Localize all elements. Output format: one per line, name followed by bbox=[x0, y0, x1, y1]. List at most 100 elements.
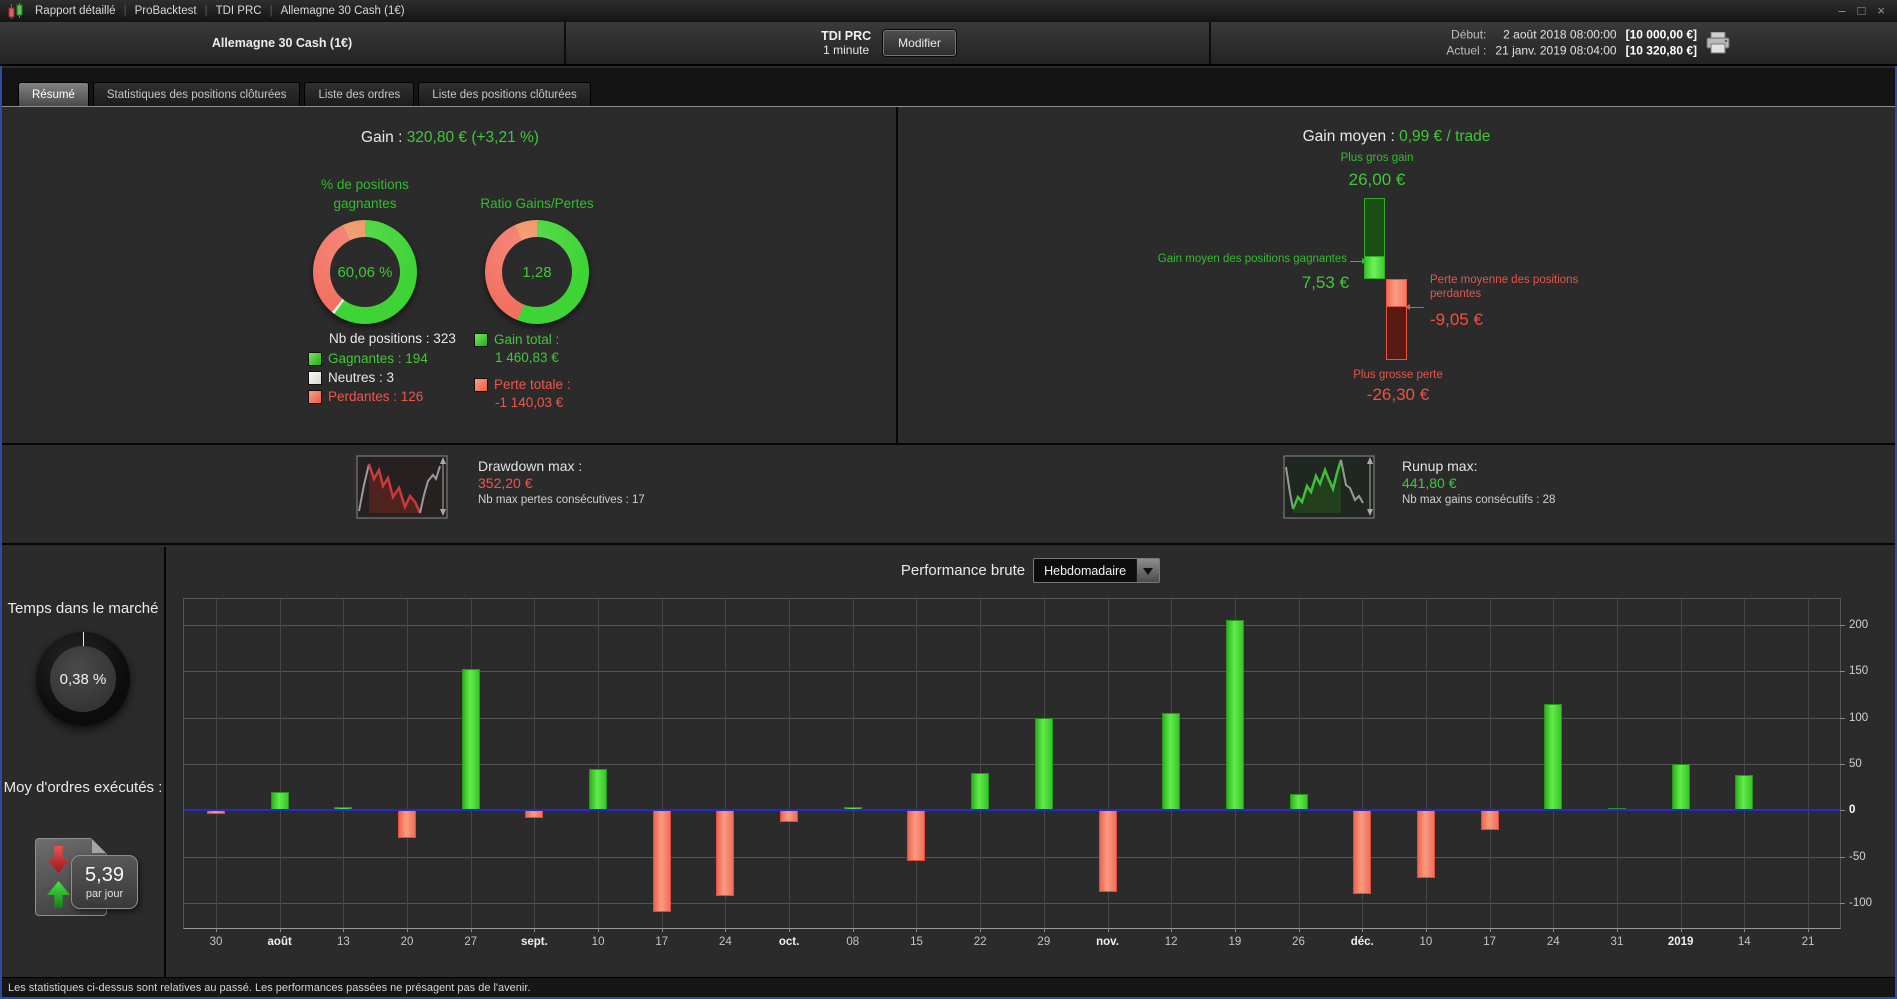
x-axis-label: 14 bbox=[1737, 936, 1751, 948]
y-axis-label: 0 bbox=[1849, 804, 1856, 817]
modify-button[interactable]: Modifier bbox=[883, 30, 956, 56]
x-tick bbox=[1362, 928, 1364, 932]
x-tick bbox=[407, 928, 409, 932]
performance-bar bbox=[1671, 763, 1690, 811]
window-border-right bbox=[1895, 66, 1897, 999]
account-row-amount: [10 000,00 €] bbox=[1625, 27, 1697, 42]
x-axis-label: 19 bbox=[1228, 936, 1242, 948]
x-axis-label: nov. bbox=[1096, 936, 1119, 948]
sell-arrow-icon bbox=[47, 846, 70, 873]
instrument-name: Allemagne 30 Cash (1€) bbox=[211, 36, 353, 50]
y-tick bbox=[1840, 717, 1845, 719]
performance-bar bbox=[270, 791, 289, 811]
runup-label: Runup max: bbox=[1402, 458, 1478, 474]
performance-bar bbox=[1544, 703, 1563, 811]
print-icon[interactable] bbox=[1705, 32, 1731, 54]
market-time-panel: Temps dans le marché 0,38 % Moy d'ordres… bbox=[2, 547, 166, 978]
v-gridline bbox=[1808, 599, 1809, 928]
tab-r-sum-[interactable]: Résumé bbox=[18, 82, 89, 106]
period-dropdown-value: Hebdomadaire bbox=[1044, 563, 1127, 578]
x-axis-label: 27 bbox=[464, 936, 478, 948]
average-loss-label: Perte moyenne des positions perdantes bbox=[1430, 274, 1579, 300]
h-gridline bbox=[184, 856, 1840, 858]
totals-legend-label: Perte totale : bbox=[494, 377, 571, 392]
report-header: Allemagne 30 Cash (1€) TDI PRC 1 minute … bbox=[0, 22, 1897, 66]
biggest-loss-bar bbox=[1386, 307, 1407, 360]
titlebar-menu-item[interactable]: Allemagne 30 Cash (1€) bbox=[280, 5, 405, 17]
h-gridline bbox=[184, 624, 1840, 626]
header-instrument-section: Allemagne 30 Cash (1€) bbox=[0, 22, 566, 64]
menu-separator: | bbox=[204, 5, 208, 17]
positions-stats-section: Gain : 320,80 € (+3,21 %) % de positions… bbox=[2, 107, 898, 443]
h-gridline bbox=[184, 902, 1840, 904]
gain-value: 320,80 € (+3,21 %) bbox=[406, 129, 539, 146]
x-axis-label: 24 bbox=[719, 936, 732, 948]
v-gridline bbox=[661, 599, 663, 928]
x-axis-label: 22 bbox=[973, 936, 987, 948]
x-tick bbox=[1489, 928, 1491, 932]
header-account-section: Début: 2 août 2018 08:00:00 [10 000,00 €] A… bbox=[1213, 22, 1897, 64]
totals-legend-item: Gain total : bbox=[474, 331, 571, 349]
tab-statistiques-des-positions-cl-tur-es[interactable]: Statistiques des positions clôturées bbox=[92, 82, 301, 106]
period-dropdown[interactable]: Hebdomadaire bbox=[1033, 558, 1161, 583]
x-axis-label: 10 bbox=[591, 936, 605, 948]
performance-bar bbox=[652, 810, 671, 913]
v-gridline bbox=[534, 599, 536, 928]
x-tick bbox=[1043, 928, 1045, 932]
v-gridline bbox=[725, 599, 727, 928]
close-button[interactable]: × bbox=[1877, 3, 1885, 18]
positions-legend-text: Neutres : 3 bbox=[328, 370, 395, 385]
drawdown-value: 352,20 € bbox=[478, 475, 533, 491]
positions-legend-item: Neutres : 3 bbox=[308, 368, 456, 387]
y-tick bbox=[1840, 624, 1845, 626]
v-gridline bbox=[852, 599, 854, 928]
gain-loss-ratio-donut: 1,28 bbox=[485, 220, 589, 324]
v-gridline bbox=[1107, 599, 1109, 928]
winning-positions-donut-title: % de positions gagnantes bbox=[321, 177, 409, 211]
titlebar-menu-item[interactable]: Rapport détaillé bbox=[35, 5, 116, 17]
biggest-loss-value: -26,30 € bbox=[1366, 385, 1430, 404]
x-tick bbox=[1234, 928, 1236, 932]
y-axis-label: 200 bbox=[1849, 618, 1869, 631]
gain-label: Gain : bbox=[361, 129, 403, 146]
market-time-value: 0,38 % bbox=[59, 670, 107, 688]
performance-bar bbox=[843, 806, 862, 811]
white-swatch-icon bbox=[308, 370, 322, 385]
maximize-button[interactable]: □ bbox=[1857, 3, 1866, 18]
x-tick bbox=[598, 928, 600, 932]
account-row-label: Actuel : bbox=[1446, 43, 1487, 58]
titlebar-menu-item[interactable]: TDI PRC bbox=[215, 5, 262, 17]
y-tick bbox=[1840, 810, 1845, 812]
totals-legend-item: Perte totale : bbox=[474, 376, 571, 394]
x-tick bbox=[534, 928, 536, 932]
x-tick bbox=[343, 928, 345, 932]
v-gridline bbox=[1616, 599, 1618, 928]
tab-liste-des-ordres[interactable]: Liste des ordres bbox=[304, 82, 415, 106]
totals-legend-label: Gain total : bbox=[494, 332, 560, 347]
minimize-button[interactable]: – bbox=[1838, 3, 1846, 18]
performance-bar bbox=[1162, 712, 1181, 811]
x-tick bbox=[1298, 928, 1300, 932]
titlebar-menu-item[interactable]: ProBacktest bbox=[134, 5, 197, 17]
gain-loss-ratio-value: 1,28 bbox=[522, 263, 552, 281]
performance-bar bbox=[780, 810, 799, 823]
gain-loss-ratio-donut-title: Ratio Gains/Pertes bbox=[480, 196, 594, 211]
performance-bar bbox=[525, 810, 544, 818]
disclaimer-text: Les statistiques ci-dessus sont relative… bbox=[8, 981, 531, 994]
system-timeframe: 1 minute bbox=[823, 43, 870, 57]
performance-bar bbox=[907, 810, 926, 862]
drawdown-chart-icon bbox=[356, 455, 448, 519]
window-border-left bbox=[0, 66, 2, 999]
h-gridline bbox=[184, 763, 1840, 765]
x-axis-label: 13 bbox=[336, 936, 350, 948]
content-divider bbox=[0, 106, 1897, 107]
winning-positions-pct: 60,06 % bbox=[337, 263, 393, 281]
menu-separator: | bbox=[123, 5, 127, 17]
period-dropdown-button[interactable] bbox=[1136, 559, 1160, 582]
drawdown-sub: Nb max pertes consécutives : 17 bbox=[478, 494, 645, 506]
tab-liste-des-positions-cl-tur-es[interactable]: Liste des positions clôturées bbox=[418, 82, 591, 106]
market-time-donut: 0,38 % bbox=[36, 632, 130, 726]
tabbar: Résumé Statistiques des positions clôturé… bbox=[0, 68, 1897, 106]
y-axis-label: -50 bbox=[1849, 850, 1866, 863]
